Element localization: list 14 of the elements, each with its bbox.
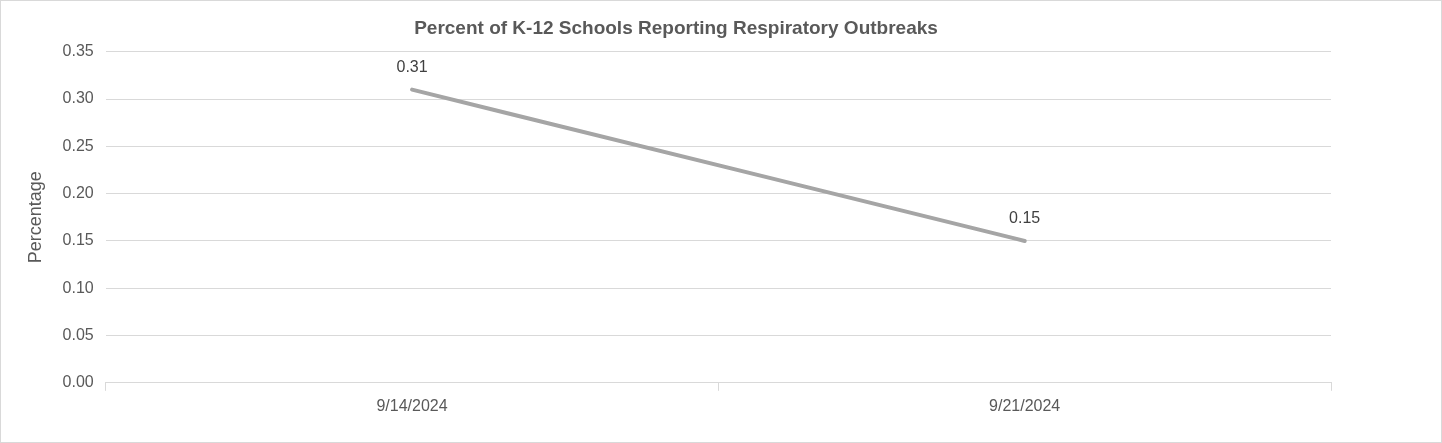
y-tick-label: 0.15	[62, 231, 94, 249]
data-label: 0.31	[396, 58, 428, 76]
y-tick-label: 0.00	[62, 373, 94, 391]
y-axis-title: Percentage	[24, 171, 45, 264]
x-tick-label: 9/14/2024	[376, 396, 448, 414]
y-tick-label: 0.30	[62, 89, 94, 107]
chart-title: Percent of K-12 Schools Reporting Respiratory Outbreaks	[414, 16, 938, 38]
y-tick-label: 0.35	[62, 42, 94, 60]
y-tick-label: 0.10	[62, 278, 94, 296]
y-tick-label: 0.25	[62, 136, 94, 154]
data-label: 0.15	[1009, 209, 1041, 227]
x-tick-label: 9/21/2024	[989, 396, 1061, 414]
y-tick-label: 0.20	[62, 184, 94, 202]
y-tick-label: 0.05	[62, 325, 94, 343]
